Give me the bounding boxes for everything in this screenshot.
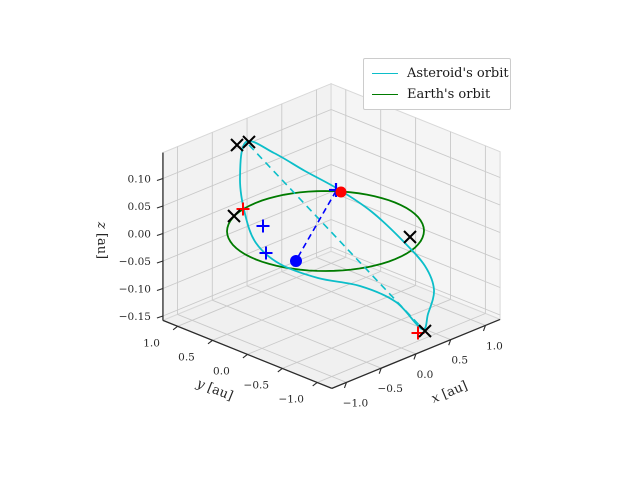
marker-plus	[236, 202, 250, 216]
z-tick-label: 0.10	[128, 173, 151, 185]
earth-orbit-path	[226, 190, 425, 272]
legend: Asteroid's orbit Earth's orbit	[363, 58, 511, 110]
z-tick-label: −0.05	[119, 256, 151, 268]
x-tick-label: −1.0	[343, 397, 369, 409]
tick-marks	[156, 177, 486, 389]
legend-line-sample-asteroid	[372, 73, 398, 74]
marker-x	[403, 230, 417, 244]
y-tick-label: 0.5	[178, 351, 195, 363]
z-tick-label: 0.05	[128, 201, 151, 213]
marker-x	[242, 135, 256, 149]
x-tick-label: 1.0	[486, 340, 503, 352]
marker-plus	[259, 246, 273, 260]
earth-asteroid-line-dashed	[297, 190, 337, 258]
y-tick-label: −0.5	[244, 379, 270, 391]
z-tick-label: −0.10	[119, 283, 151, 295]
marker-x	[227, 209, 241, 223]
y-axis-label: y [au]	[193, 376, 235, 404]
legend-label-asteroid: Asteroid's orbit	[407, 66, 509, 81]
marker-dot	[335, 186, 347, 198]
z-axis-label: z [au]	[94, 221, 109, 259]
x-tick-label: 0.0	[417, 369, 434, 381]
y-tick-label: 1.0	[143, 337, 160, 349]
z-tick-label: 0.00	[128, 228, 151, 240]
y-tick-label: 0.0	[213, 365, 230, 377]
marker-dot	[290, 255, 302, 267]
legend-line-sample-earth	[372, 94, 398, 95]
x-tick-label: 0.5	[451, 355, 468, 367]
y-tick-label: −1.0	[278, 393, 304, 405]
marker-x	[230, 138, 244, 152]
z-tick-label: −0.15	[119, 311, 151, 323]
marker-x	[418, 324, 432, 338]
legend-label-earth: Earth's orbit	[407, 87, 491, 102]
marker-plus	[256, 219, 270, 233]
legend-item-earth: Earth's orbit	[372, 84, 502, 105]
legend-item-asteroid: Asteroid's orbit	[372, 63, 509, 84]
x-tick-label: −0.5	[377, 383, 403, 395]
x-axis-label: x [au]	[429, 378, 470, 406]
asteroid-node-line-dashed	[248, 144, 422, 328]
